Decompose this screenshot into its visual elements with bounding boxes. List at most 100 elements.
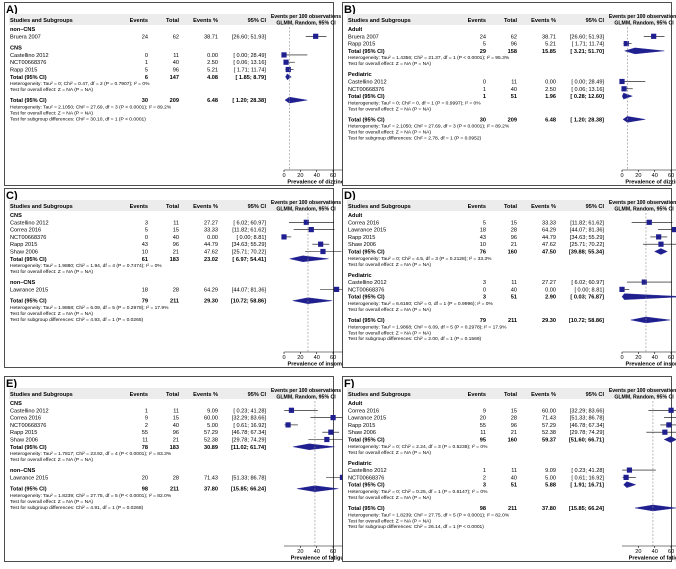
statistics-note: Test for overall effect: Z = NA (P = NA) xyxy=(10,311,93,317)
ci-value: [ 0.00; 8.81] xyxy=(574,287,604,293)
x-tick-label: 60 xyxy=(668,173,674,179)
subgroup-label: Pediatric xyxy=(348,72,372,78)
events-value: 5 xyxy=(483,42,486,48)
events-percent: 29.30 xyxy=(204,299,218,305)
point-estimate-square xyxy=(624,41,629,46)
point-estimate-square xyxy=(656,234,661,239)
plot-subtitle: GLMM, Random, 95% CI xyxy=(614,207,674,213)
column-header: Events % xyxy=(193,18,218,24)
total-value: 21 xyxy=(511,430,517,436)
study-name: Total (95% CI) xyxy=(348,117,385,123)
events-percent: 4.08 xyxy=(207,75,218,81)
events-percent: 64.29 xyxy=(204,287,218,293)
ci-value: [ 6.97; 54.41] xyxy=(232,257,266,263)
statistics-note: Test for overall effect: Z = NA (P = NA) xyxy=(348,495,431,501)
study-name: Bruera 2007 xyxy=(348,34,379,40)
events-value: 0 xyxy=(483,79,486,85)
ci-value: [51.60; 66.71] xyxy=(569,438,604,444)
total-value: 28 xyxy=(511,416,517,422)
events-value: 43 xyxy=(142,242,148,248)
ci-value: [ 3.21; 51.70] xyxy=(570,49,604,55)
study-name: Total (95% CI) xyxy=(10,257,47,263)
column-header: Total xyxy=(504,18,517,24)
column-header: Events xyxy=(130,392,148,398)
ci-value: [26.60; 51.93] xyxy=(232,34,267,40)
study-name: Castellino 2012 xyxy=(10,408,49,414)
point-estimate-square xyxy=(285,422,290,427)
study-name: Castellino 2012 xyxy=(348,280,387,286)
column-header: 95% CI xyxy=(248,18,267,24)
statistics-note: Heterogeneity: Tau² = 0; Chi² = 2.24, df… xyxy=(348,444,488,450)
events-percent: 5.21 xyxy=(545,42,556,48)
statistics-note: Test for subgroup differences: Chi² = 26… xyxy=(348,524,484,530)
statistics-note: Test for overall effect: Z = NA (P = NA) xyxy=(10,457,93,463)
total-value: 11 xyxy=(173,53,179,59)
total-value: 11 xyxy=(173,220,179,226)
events-percent: 5.88 xyxy=(545,483,556,489)
x-tick-label: 40 xyxy=(314,355,320,361)
events-percent: 29.30 xyxy=(542,318,556,324)
statistics-note: Test for overall effect: Z = NA (P = NA) xyxy=(10,110,93,116)
total-value: 15 xyxy=(173,228,179,234)
study-name: Total (95% CI) xyxy=(348,318,385,324)
ci-value: [25.71; 70.22] xyxy=(570,242,605,248)
study-name: Shaw 2006 xyxy=(348,242,376,248)
events-percent: 6.48 xyxy=(545,117,556,123)
events-value: 18 xyxy=(142,287,148,293)
study-name: Correa 2016 xyxy=(348,408,379,414)
x-tick-label: 20 xyxy=(297,173,303,179)
ci-value: [11.82; 61.62] xyxy=(570,220,604,226)
x-axis-label: Prevalence of insomnia xyxy=(288,362,351,368)
total-value: 11 xyxy=(511,280,517,286)
column-header: Total xyxy=(504,392,517,398)
total-value: 51 xyxy=(511,295,517,301)
total-value: 96 xyxy=(511,423,517,429)
x-tick-label: 20 xyxy=(635,549,641,555)
study-name: Castellino 2012 xyxy=(10,53,49,59)
total-value: 62 xyxy=(511,34,517,40)
events-percent: 71.43 xyxy=(204,475,218,481)
events-value: 29 xyxy=(480,49,486,55)
events-percent: 38.71 xyxy=(204,34,218,40)
study-name: Rapp 2015 xyxy=(348,423,375,429)
ci-value: [ 0.61; 16.92] xyxy=(571,475,604,481)
events-percent: 0.00 xyxy=(207,235,218,241)
events-value: 9 xyxy=(145,416,148,422)
subgroup-label: non–CNS xyxy=(10,468,35,474)
events-percent: 2.90 xyxy=(545,295,556,301)
events-percent: 47.62 xyxy=(542,242,556,248)
total-value: 15 xyxy=(173,416,179,422)
column-header: Total xyxy=(166,392,179,398)
events-percent: 1.96 xyxy=(545,94,556,100)
column-header: Events xyxy=(130,18,148,24)
plot-title: Events per 100 observations xyxy=(271,388,341,394)
study-name: Shaw 2006 xyxy=(10,438,38,444)
ci-value: [39.88; 55.34] xyxy=(569,250,604,256)
column-header: Events xyxy=(468,392,486,398)
subgroup-label: CNS xyxy=(10,46,22,52)
column-header: Studies and Subgroups xyxy=(10,18,73,24)
study-name: Correa 2016 xyxy=(10,416,41,422)
study-name: Total (95% CI) xyxy=(10,98,47,104)
point-estimate-square xyxy=(619,79,624,84)
events-value: 78 xyxy=(142,445,148,451)
study-name: NCT00668376 xyxy=(348,475,384,481)
study-name: Rapp 2015 xyxy=(10,68,37,74)
ci-value: [26.60; 51.93] xyxy=(570,34,605,40)
events-value: 20 xyxy=(480,416,486,422)
ci-value: [ 0.06; 13.16] xyxy=(571,87,604,93)
point-estimate-square xyxy=(286,67,291,72)
study-name: Lawrance 2015 xyxy=(10,287,48,293)
point-estimate-square xyxy=(330,415,335,420)
statistics-note: Test for subgroup differences: Chi² = 2.… xyxy=(348,336,482,342)
study-name: Correa 2016 xyxy=(10,228,41,234)
point-estimate-square xyxy=(658,242,663,247)
total-value: 158 xyxy=(508,49,517,55)
study-name: Rapp 2015 xyxy=(348,235,375,241)
column-header: Events % xyxy=(531,18,556,24)
study-name: Shaw 2006 xyxy=(10,250,38,256)
statistics-note: Test for overall effect: Z = NA (P = NA) xyxy=(10,499,93,505)
events-value: 0 xyxy=(483,287,486,293)
total-value: 96 xyxy=(173,242,179,248)
column-header: Studies and Subgroups xyxy=(348,18,411,24)
